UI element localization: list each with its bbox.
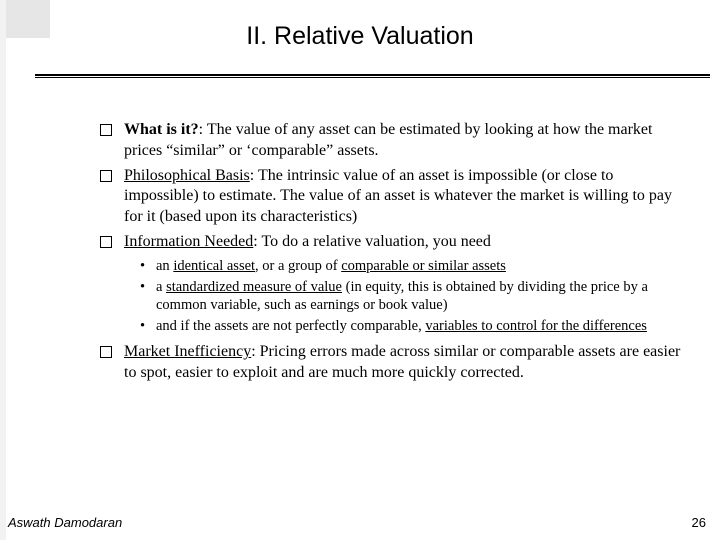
footer-author: Aswath Damodaran xyxy=(8,515,122,530)
sub-u1: standardized measure of value xyxy=(166,279,342,295)
dot-icon: • xyxy=(140,278,156,316)
bullet-lead: Market Inefficiency xyxy=(124,343,251,360)
sub-u1: identical asset xyxy=(173,258,255,274)
dot-icon: • xyxy=(140,317,156,336)
title-rule xyxy=(35,74,710,78)
sub-text: a standardized measure of value (in equi… xyxy=(156,278,690,316)
sub-u2: comparable or similar assets xyxy=(341,258,506,274)
page-number: 26 xyxy=(692,515,706,530)
bullet-text: Philosophical Basis: The intrinsic value… xyxy=(124,166,690,228)
bullet-lead: Philosophical Basis xyxy=(124,167,250,184)
bullet-item: What is it?: The value of any asset can … xyxy=(100,120,690,162)
bullet-text: What is it?: The value of any asset can … xyxy=(124,120,690,162)
bullet-item: Philosophical Basis: The intrinsic value… xyxy=(100,166,690,228)
sub-pre: and if the assets are not perfectly comp… xyxy=(156,318,425,334)
bullet-item: Information Needed: To do a relative val… xyxy=(100,232,690,253)
sub-mid: , or a group of xyxy=(255,258,341,274)
bullet-text: Information Needed: To do a relative val… xyxy=(124,232,690,253)
sub-item: • a standardized measure of value (in eq… xyxy=(140,278,690,316)
bullet-lead: Information Needed xyxy=(124,233,253,250)
sub-text: and if the assets are not perfectly comp… xyxy=(156,317,690,336)
dot-icon: • xyxy=(140,257,156,276)
bullet-lead: What is it? xyxy=(124,121,199,138)
sub-pre: a xyxy=(156,279,166,295)
sub-item: • and if the assets are not perfectly co… xyxy=(140,317,690,336)
bullet-rest: : To do a relative valuation, you need xyxy=(253,233,491,250)
box-icon xyxy=(100,170,112,182)
box-icon xyxy=(100,346,112,358)
box-icon xyxy=(100,124,112,136)
bullet-item: Market Inefficiency: Pricing errors made… xyxy=(100,342,690,384)
sub-list: • an identical asset, or a group of comp… xyxy=(140,257,690,336)
content-area: What is it?: The value of any asset can … xyxy=(100,120,690,388)
bullet-rest: : The value of any asset can be estimate… xyxy=(124,121,652,159)
sub-item: • an identical asset, or a group of comp… xyxy=(140,257,690,276)
left-strip xyxy=(0,0,6,540)
sub-pre: an xyxy=(156,258,173,274)
sub-u1: variables to control for the differences xyxy=(425,318,647,334)
page-title: II. Relative Valuation xyxy=(0,22,720,51)
bullet-text: Market Inefficiency: Pricing errors made… xyxy=(124,342,690,384)
box-icon xyxy=(100,236,112,248)
sub-text: an identical asset, or a group of compar… xyxy=(156,257,690,276)
